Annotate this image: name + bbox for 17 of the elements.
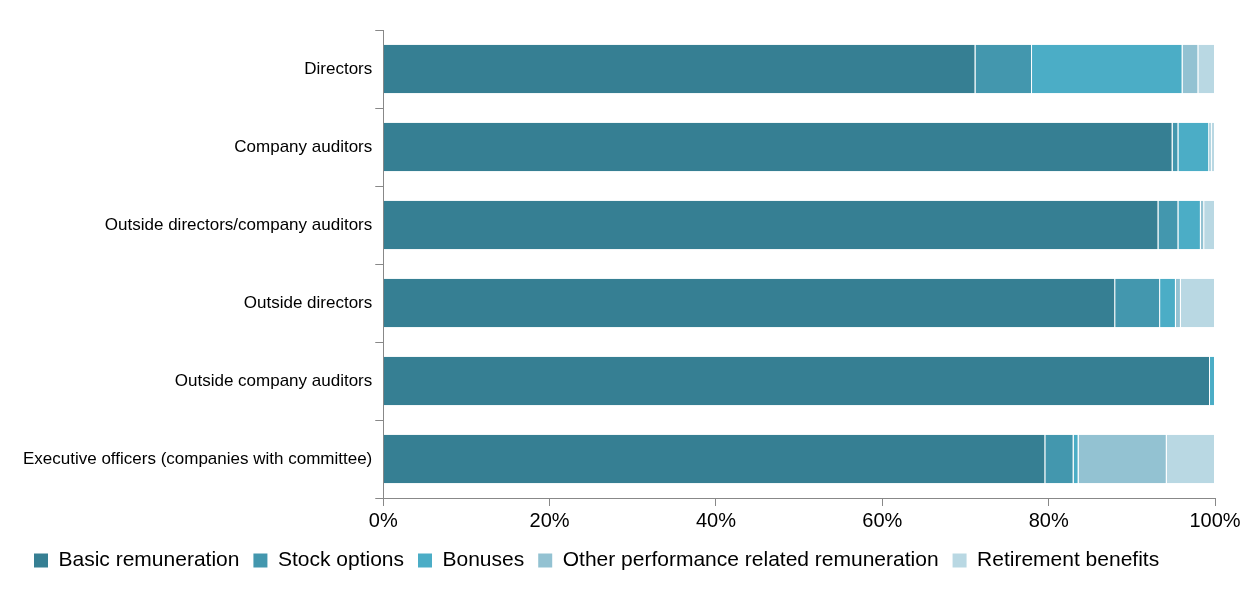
- legend-label: Stock options: [277, 547, 404, 571]
- legend-label: Other performance related remuneration: [562, 547, 939, 571]
- legend-label: Basic remuneration: [58, 547, 240, 571]
- x-tick-label: 60%: [862, 508, 903, 531]
- x-tick-label: 40%: [695, 508, 737, 531]
- y-tick-label: Executive officers (companies with committee): [22, 448, 373, 468]
- x-tick-label: 100%: [1189, 508, 1241, 531]
- y-tick-label: Outside directors/company auditors: [104, 214, 373, 234]
- x-tick-label: 80%: [1028, 508, 1069, 531]
- legend-label: Retirement benefits: [977, 547, 1160, 571]
- y-tick-label: Directors: [304, 58, 373, 78]
- legend-label: Bonuses: [442, 547, 525, 571]
- x-tick-label: 0%: [368, 508, 398, 531]
- y-tick-label: Company auditors: [234, 136, 373, 156]
- y-tick-label: Outside directors: [243, 292, 373, 312]
- x-tick-label: 20%: [529, 508, 570, 531]
- y-tick-label: Outside company auditors: [174, 370, 373, 390]
